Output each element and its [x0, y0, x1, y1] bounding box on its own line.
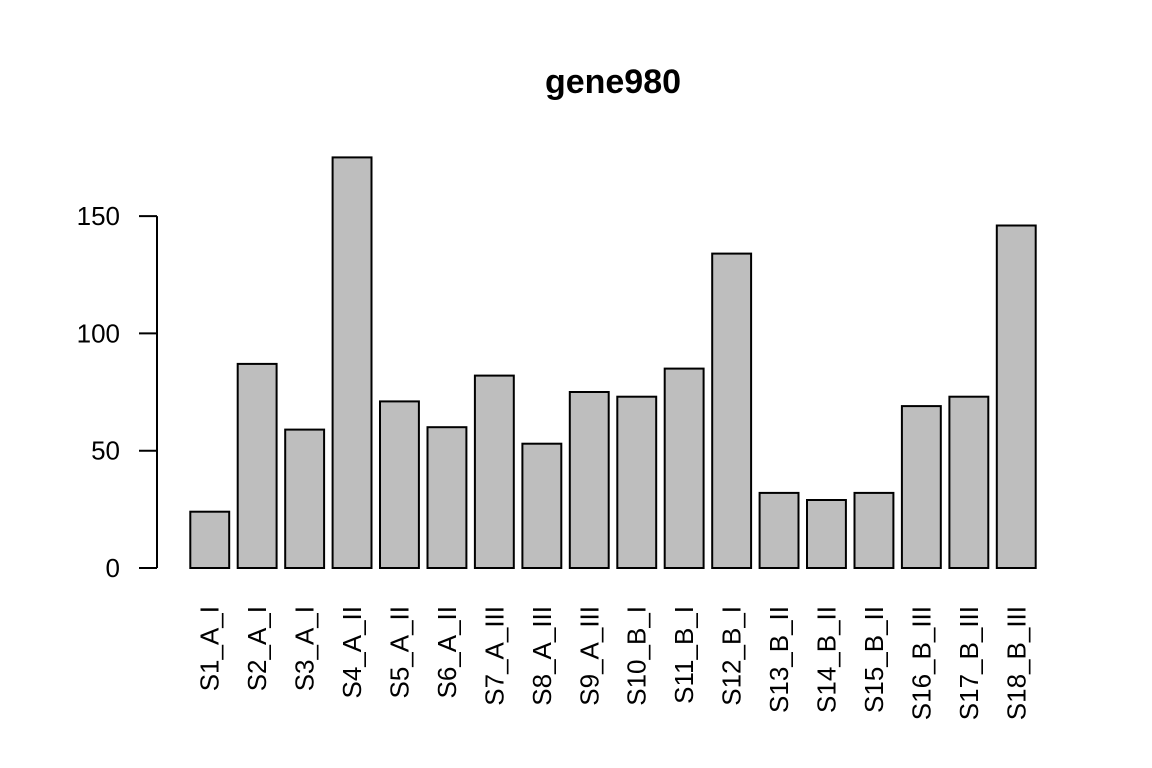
- x-tick-label: S4_A_II: [337, 606, 367, 699]
- bar-S7_A_III: [473, 374, 515, 569]
- bar-S6_A_II: [426, 426, 468, 570]
- x-tick-label: S12_B_I: [717, 606, 747, 706]
- x-tick-label: S16_B_III: [906, 606, 936, 720]
- bar-S10_B_I: [616, 395, 658, 570]
- bar-S2_A_I: [236, 362, 278, 569]
- x-tick-label: S15_B_II: [859, 606, 889, 713]
- x-tick-label: S3_A_I: [290, 606, 320, 691]
- bar-S14_B_II: [806, 499, 847, 569]
- bar-S15_B_II: [853, 491, 895, 569]
- x-tick-labels: S1_A_I S2_A_I S3_A_I S4_A_II S5_A_II S6_A_II S…: [195, 606, 1032, 720]
- x-tick-label: S5_A_II: [385, 606, 415, 699]
- x-tick-label: S18_B_III: [1001, 606, 1031, 720]
- x-tick-label: S13_B_II: [764, 606, 794, 713]
- y-tick-label: 100: [77, 318, 120, 348]
- x-tick-label: S9_A_III: [574, 606, 604, 706]
- x-tick-label: S11_B_I: [669, 606, 699, 704]
- bar-S9_A_III: [568, 391, 610, 569]
- bar-S4_A_II: [331, 156, 373, 569]
- bar-S8_A_III: [521, 442, 563, 570]
- x-tick-label: S10_B_I: [622, 606, 652, 706]
- bar-S13_B_II: [758, 491, 800, 569]
- bar-S5_A_II: [379, 400, 420, 569]
- bar-S16_B_III: [900, 405, 942, 569]
- bar-S3_A_I: [284, 428, 326, 569]
- bar-S17_B_III: [948, 395, 990, 570]
- x-tick-label: S2_A_I: [242, 606, 272, 691]
- bar-S1_A_I: [189, 510, 231, 570]
- x-tick-label: S1_A_I: [195, 606, 225, 691]
- y-tick-label: 0: [106, 553, 120, 583]
- y-tick-label: 150: [77, 201, 120, 231]
- bar-S18_B_III: [995, 224, 1037, 569]
- x-tick-label: S8_A_III: [527, 606, 557, 706]
- x-tick-label: S7_A_III: [479, 606, 509, 706]
- x-tick-label: S14_B_II: [812, 606, 842, 713]
- y-tick-label: 50: [91, 436, 120, 466]
- y-axis: 0 50 100 150: [77, 201, 158, 583]
- bar-S12_B_I: [711, 252, 753, 569]
- x-tick-label: S6_A_II: [432, 606, 462, 699]
- bar-S11_B_I: [663, 367, 705, 569]
- chart-title: gene980: [545, 63, 681, 101]
- x-tick-label: S17_B_III: [954, 606, 984, 720]
- bars: [189, 156, 1037, 570]
